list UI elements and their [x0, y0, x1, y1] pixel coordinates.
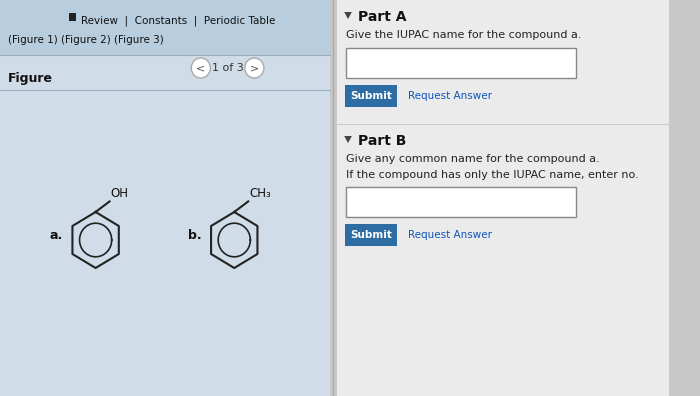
Polygon shape: [344, 12, 352, 19]
Text: Part B: Part B: [358, 134, 406, 148]
FancyBboxPatch shape: [0, 0, 330, 396]
FancyBboxPatch shape: [345, 224, 397, 246]
Bar: [69, 13, 76, 21]
Text: Part A: Part A: [358, 10, 406, 24]
Text: b.: b.: [188, 228, 202, 242]
Text: Give any common name for the compound a.: Give any common name for the compound a.: [346, 154, 600, 164]
Text: Give the IUPAC name for the compound a.: Give the IUPAC name for the compound a.: [346, 30, 582, 40]
FancyBboxPatch shape: [346, 187, 575, 217]
Circle shape: [245, 58, 264, 78]
Text: Submit: Submit: [350, 230, 392, 240]
Text: If the compound has only the IUPAC name, enter no.: If the compound has only the IUPAC name,…: [346, 170, 639, 180]
Text: Request Answer: Request Answer: [408, 91, 492, 101]
Text: CH₃: CH₃: [249, 187, 271, 200]
Polygon shape: [344, 136, 352, 143]
FancyBboxPatch shape: [345, 85, 397, 107]
Text: 1 of 3: 1 of 3: [211, 63, 244, 73]
Text: <: <: [196, 63, 205, 73]
Text: Review  |  Constants  |  Periodic Table: Review | Constants | Periodic Table: [81, 15, 276, 25]
Text: >: >: [250, 63, 259, 73]
FancyBboxPatch shape: [337, 0, 669, 396]
Text: Request Answer: Request Answer: [408, 230, 492, 240]
Text: a.: a.: [50, 228, 63, 242]
Circle shape: [191, 58, 211, 78]
FancyBboxPatch shape: [0, 0, 330, 55]
Text: (Figure 1) (Figure 2) (Figure 3): (Figure 1) (Figure 2) (Figure 3): [8, 35, 163, 45]
Text: Submit: Submit: [350, 91, 392, 101]
Text: OH: OH: [111, 187, 129, 200]
FancyBboxPatch shape: [346, 48, 575, 78]
Text: Figure: Figure: [8, 72, 52, 85]
